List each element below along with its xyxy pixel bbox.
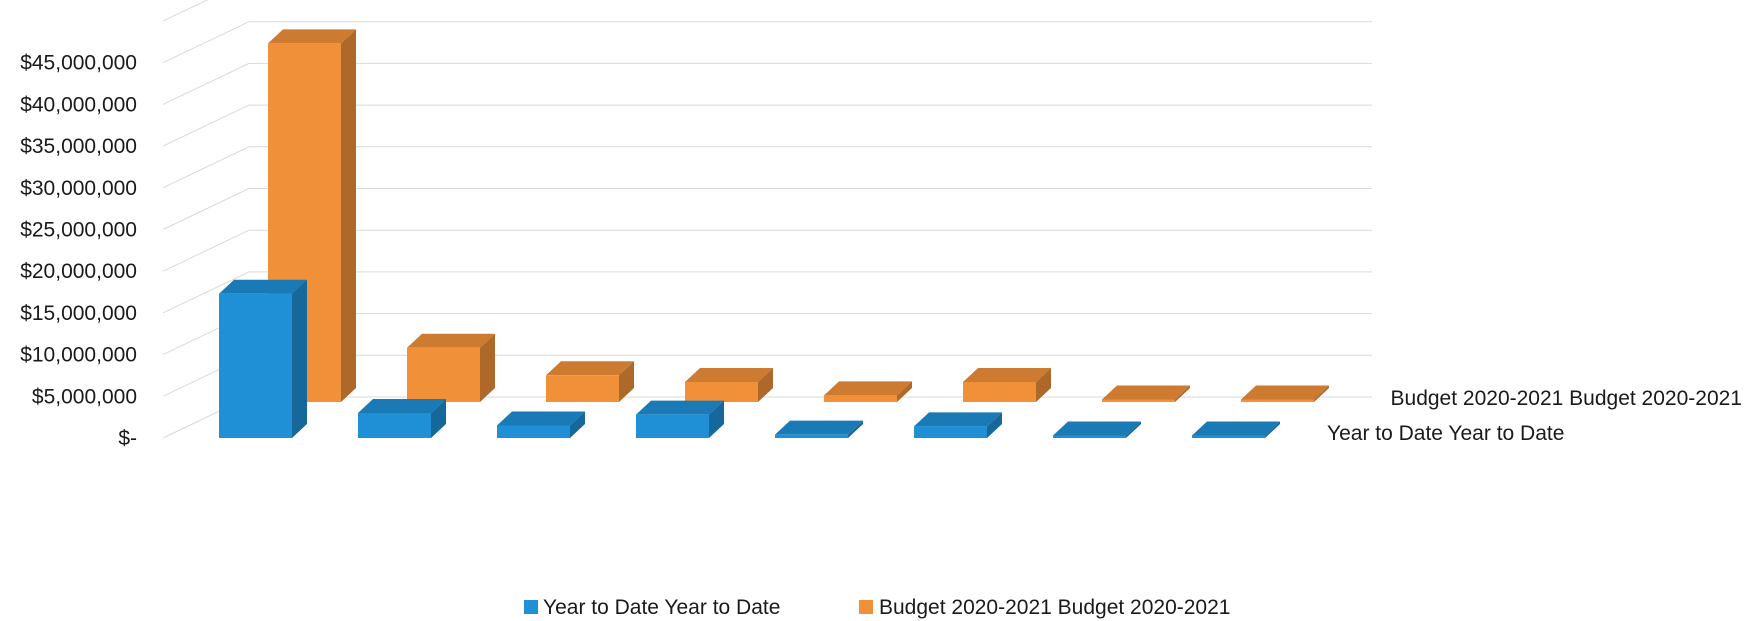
bar-budget bbox=[1102, 385, 1190, 402]
bar-budget bbox=[407, 333, 495, 402]
gridline bbox=[162, 104, 1372, 147]
bar-budget bbox=[1241, 385, 1329, 402]
bar-budget bbox=[963, 367, 1051, 402]
y-tick-label: $5,000,000 bbox=[32, 385, 137, 408]
gridlines bbox=[162, 0, 1372, 439]
y-tick-label: $20,000,000 bbox=[20, 260, 137, 283]
bar-ytd bbox=[358, 398, 446, 438]
y-tick-label: $- bbox=[118, 427, 137, 450]
bar-ytd bbox=[497, 411, 585, 438]
legend-swatch-budget bbox=[859, 600, 873, 614]
depth-label-budget: Budget 2020-2021 Budget 2020-2021 bbox=[1391, 387, 1742, 410]
y-tick-label: $45,000,000 bbox=[20, 52, 137, 75]
gridline bbox=[162, 21, 1372, 64]
y-tick-label: $40,000,000 bbox=[20, 93, 137, 116]
bar-ytd bbox=[636, 400, 724, 438]
gridline bbox=[162, 188, 1372, 230]
legend-label-budget: Budget 2020-2021 Budget 2020-2021 bbox=[879, 596, 1230, 619]
y-tick-label: $10,000,000 bbox=[20, 344, 137, 367]
legend: Year to Date Year to Date Budget 2020-20… bbox=[524, 596, 1230, 619]
bar-budget bbox=[685, 367, 773, 402]
gridline bbox=[162, 396, 1372, 439]
bar-ytd bbox=[1053, 421, 1141, 438]
gridline bbox=[162, 229, 1372, 272]
gridline bbox=[162, 146, 1372, 189]
gridline bbox=[162, 271, 1372, 314]
bar-budget bbox=[546, 361, 634, 402]
y-tick-label: $25,000,000 bbox=[20, 219, 137, 242]
depth-label-ytd: Year to Date Year to Date bbox=[1327, 422, 1564, 445]
bar-ytd bbox=[914, 412, 1002, 438]
gridline bbox=[162, 62, 1372, 105]
legend-swatch-ytd bbox=[524, 600, 538, 614]
series-depth-labels: Budget 2020-2021 Budget 2020-2021 Year t… bbox=[1327, 387, 1742, 445]
gridline bbox=[162, 0, 209, 22]
bar-ytd bbox=[219, 279, 307, 438]
bar-ytd bbox=[775, 420, 863, 438]
y-tick-label: $30,000,000 bbox=[20, 177, 137, 200]
y-tick-label: $35,000,000 bbox=[20, 135, 137, 158]
bar-budget bbox=[824, 381, 912, 402]
y-tick-label: $15,000,000 bbox=[20, 302, 137, 325]
bars bbox=[219, 29, 1329, 438]
legend-label-ytd: Year to Date Year to Date bbox=[543, 596, 780, 619]
bar-ytd bbox=[1192, 421, 1280, 438]
y-axis-ticks: $- $5,000,000 $10,000,000 $15,000,000 $20,00… bbox=[20, 52, 137, 450]
